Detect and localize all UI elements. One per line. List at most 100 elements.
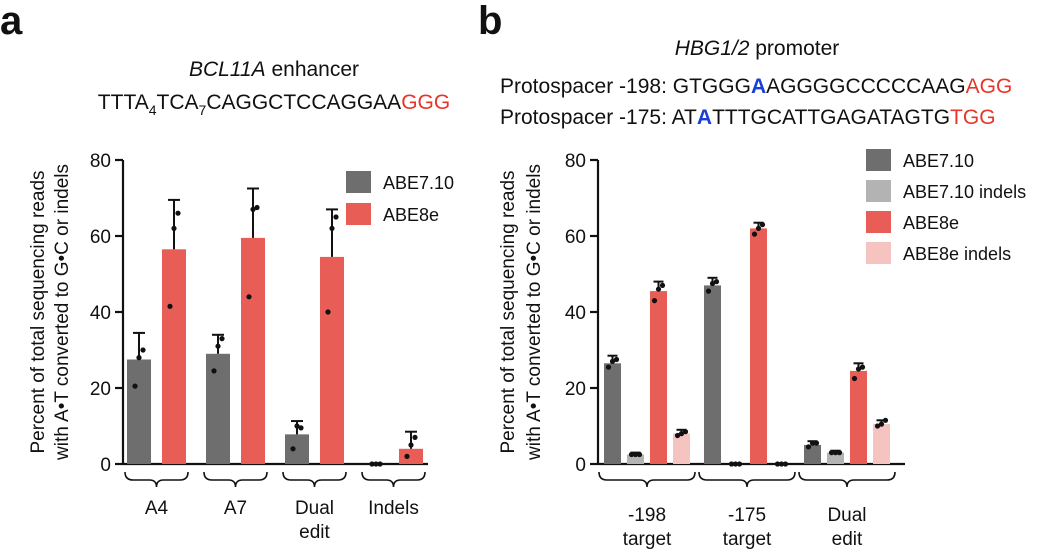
data-point bbox=[751, 231, 758, 237]
pam-175: TGG bbox=[950, 106, 996, 129]
data-point bbox=[651, 298, 658, 304]
data-point bbox=[836, 450, 843, 456]
data-point bbox=[674, 432, 681, 439]
bar-abe7-10 bbox=[704, 285, 721, 464]
panel-a-title-rest: enhancer bbox=[266, 58, 359, 81]
edit-base-198: A bbox=[751, 75, 766, 98]
data-point bbox=[851, 375, 858, 382]
data-point bbox=[682, 429, 689, 435]
y-axis-title-line1: Percent of total sequencing reads bbox=[28, 170, 49, 453]
pam-198: AGG bbox=[966, 75, 1013, 98]
edit-base-175: A bbox=[697, 106, 712, 129]
data-point bbox=[678, 431, 685, 437]
data-point bbox=[408, 442, 414, 448]
legend-swatch bbox=[346, 203, 371, 225]
data-point bbox=[171, 225, 177, 231]
category-brace bbox=[203, 471, 268, 488]
panel-a-title-gene: BCL11A bbox=[189, 58, 266, 81]
panel-a-pam: GGG bbox=[401, 91, 450, 114]
y-tick-label: 0 bbox=[575, 455, 586, 476]
data-point bbox=[736, 461, 743, 467]
data-point bbox=[759, 222, 766, 228]
data-point bbox=[859, 364, 866, 370]
data-point bbox=[828, 450, 835, 456]
data-point bbox=[655, 286, 662, 292]
data-point bbox=[609, 358, 616, 364]
data-point bbox=[809, 440, 816, 446]
category-brace bbox=[798, 471, 896, 488]
panel-b-letter: b bbox=[478, 0, 502, 43]
legend-label: ABE8e bbox=[383, 205, 439, 225]
y-axis-title-line2: with A•T converted to G•C or indels bbox=[524, 164, 545, 461]
data-point bbox=[632, 451, 639, 458]
y-tick-label: 0 bbox=[100, 455, 111, 476]
bar-abe7-10 bbox=[206, 353, 230, 464]
bar-abe8e bbox=[750, 228, 767, 464]
data-point bbox=[782, 461, 789, 467]
data-point bbox=[246, 294, 252, 300]
data-point bbox=[882, 417, 889, 423]
data-point bbox=[404, 453, 410, 459]
panel-b-title: HBG1/2 promoter bbox=[675, 37, 840, 60]
legend-label: ABE7.10 bbox=[383, 173, 454, 193]
legend-swatch bbox=[866, 180, 891, 202]
data-point bbox=[290, 446, 296, 452]
x-category-label: -198 bbox=[628, 505, 666, 526]
data-point bbox=[709, 280, 716, 287]
chart-b: Percent of total sequencing reads with A•… bbox=[498, 149, 1026, 549]
x-category-label: target bbox=[623, 529, 672, 549]
bar-abe7-10-indels bbox=[627, 454, 644, 464]
bar-abe7-10 bbox=[604, 363, 621, 464]
legend-swatch bbox=[346, 171, 371, 193]
data-point bbox=[254, 204, 260, 211]
data-point bbox=[778, 461, 785, 467]
legend-label: ABE7.10 indels bbox=[903, 182, 1026, 202]
x-category-label: edit bbox=[832, 529, 863, 549]
data-point bbox=[628, 451, 635, 458]
data-point bbox=[805, 444, 812, 450]
category-brace bbox=[282, 471, 347, 488]
bar-abe8e bbox=[650, 291, 667, 464]
panel-b-title-rest: promoter bbox=[749, 37, 839, 60]
data-point bbox=[732, 461, 739, 467]
data-point bbox=[412, 434, 418, 440]
data-point bbox=[874, 423, 881, 429]
data-point bbox=[659, 282, 666, 288]
data-point bbox=[175, 210, 181, 216]
bar-abe7-10 bbox=[127, 359, 151, 464]
bar-abe8e-indels bbox=[673, 433, 690, 464]
x-category-label: Indels bbox=[368, 498, 419, 519]
panel-a-letter: a bbox=[0, 0, 23, 43]
data-point bbox=[855, 366, 862, 372]
bar-abe8e bbox=[241, 237, 265, 464]
bar-abe7-10 bbox=[804, 445, 821, 464]
bar-abe8e bbox=[850, 370, 867, 464]
category-brace bbox=[698, 471, 796, 488]
data-point bbox=[613, 356, 620, 363]
y-tick-label: 80 bbox=[565, 151, 586, 172]
legend-label: ABE8e indels bbox=[903, 244, 1011, 264]
data-point bbox=[605, 364, 612, 370]
x-category-label: target bbox=[723, 529, 772, 549]
bar-abe8e bbox=[162, 249, 186, 464]
data-point bbox=[636, 451, 643, 458]
legend-swatch bbox=[866, 211, 891, 233]
y-tick-label: 60 bbox=[565, 227, 586, 248]
y-tick-label: 60 bbox=[90, 227, 111, 248]
data-point bbox=[294, 423, 300, 429]
x-category-label: Dual bbox=[827, 505, 866, 526]
data-point bbox=[132, 383, 138, 389]
data-point bbox=[369, 461, 375, 467]
panel-b-title-gene: HBG1/2 bbox=[675, 37, 750, 60]
x-category-label: -175 bbox=[728, 505, 766, 526]
data-point bbox=[813, 440, 820, 446]
y-tick-label: 40 bbox=[565, 303, 586, 324]
bar-abe8e bbox=[399, 448, 423, 464]
data-point bbox=[878, 421, 885, 427]
data-point bbox=[333, 214, 339, 220]
category-brace bbox=[124, 471, 189, 488]
x-category-label: A7 bbox=[224, 498, 247, 519]
y-axis-title-line1: Percent of total sequencing reads bbox=[498, 170, 519, 453]
bar-abe8e-indels bbox=[873, 424, 890, 464]
